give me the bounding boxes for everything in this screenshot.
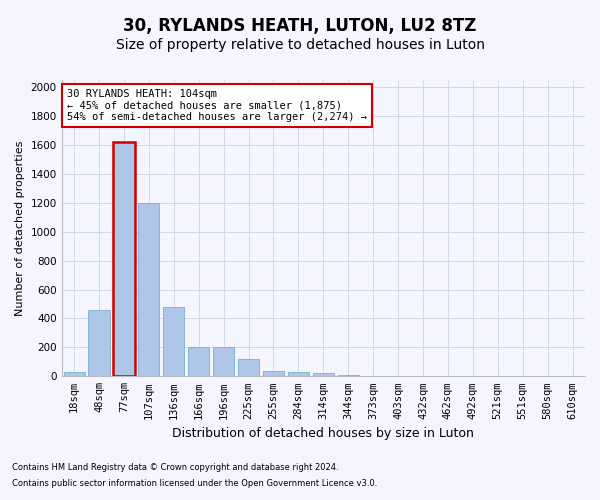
Bar (313, 374, 334, 376)
Bar (163, 307, 184, 376)
Bar (88, 310, 110, 376)
Bar (263, 370, 284, 376)
Bar (288, 372, 309, 376)
X-axis label: Distribution of detached houses by size in Luton: Distribution of detached houses by size … (172, 427, 474, 440)
Text: Size of property relative to detached houses in Luton: Size of property relative to detached ho… (115, 38, 485, 52)
Bar (138, 203, 160, 376)
Y-axis label: Number of detached properties: Number of detached properties (15, 140, 25, 316)
Bar (64, 372, 85, 376)
Text: Contains public sector information licensed under the Open Government Licence v3: Contains public sector information licen… (12, 478, 377, 488)
Bar (113, 142, 134, 376)
Bar (113, 142, 134, 376)
Text: 30, RYLANDS HEATH, LUTON, LU2 8TZ: 30, RYLANDS HEATH, LUTON, LU2 8TZ (124, 18, 476, 36)
Bar (213, 346, 234, 376)
Text: Contains HM Land Registry data © Crown copyright and database right 2024.: Contains HM Land Registry data © Crown c… (12, 464, 338, 472)
Text: 30 RYLANDS HEATH: 104sqm
← 45% of detached houses are smaller (1,875)
54% of sem: 30 RYLANDS HEATH: 104sqm ← 45% of detach… (67, 89, 367, 122)
Bar (338, 375, 359, 376)
Bar (188, 346, 209, 376)
Bar (238, 359, 259, 376)
